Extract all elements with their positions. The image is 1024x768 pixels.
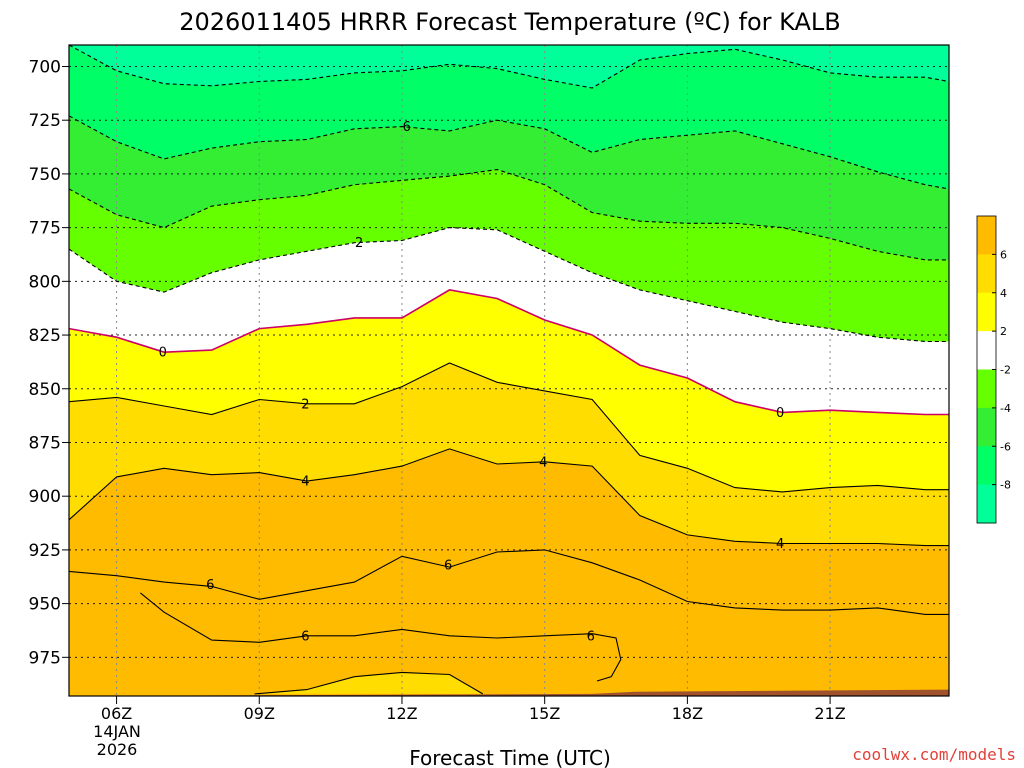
y-tick-label: 800 [29, 272, 61, 292]
contour-line--8 [69, 45, 949, 89]
contour-line-6 [69, 549, 949, 615]
colorbar-label: 4 [1000, 287, 1007, 300]
contour-line--6 [69, 115, 949, 190]
contour-lines [69, 45, 949, 696]
contour-line-4 [69, 448, 949, 547]
colorbar: 6 4 2 -2 -4 -6 -8 [976, 215, 1011, 524]
y-tick-label: 900 [29, 487, 61, 507]
contour-labels: 6 2 0 0 2 4 4 4 6 6 6 6 [159, 120, 785, 644]
colorbar-swatch [977, 446, 996, 486]
colorbar-swatch [977, 216, 996, 255]
x-date-label-year: 2026 [97, 740, 138, 759]
contour-label: 6 [206, 578, 214, 593]
y-tick-label: 725 [29, 111, 61, 131]
contour-label: 0 [776, 406, 784, 421]
contour-label: 0 [159, 346, 167, 361]
contour-label: 6 [301, 629, 309, 644]
y-tick-label: 825 [29, 326, 61, 346]
grid [69, 45, 949, 696]
colorbar-label: 6 [1000, 248, 1007, 261]
colorbar-swatch [977, 331, 996, 370]
y-tick-label: 925 [29, 541, 61, 561]
x-tick-label: 06Z [101, 704, 132, 723]
contour-label: 6 [587, 629, 595, 644]
contour-line-2 [69, 362, 949, 493]
contour-line-6 [140, 592, 622, 682]
x-axis: 06Z 09Z 12Z 15Z 18Z 21Z [101, 696, 846, 723]
contour-label: 4 [776, 537, 784, 552]
colorbar-swatch [977, 484, 996, 524]
chart-title: 2026011405 HRRR Forecast Temperature (ºC… [179, 8, 841, 36]
colorbar-label: 2 [1000, 325, 1007, 338]
colorbar-label: -2 [1000, 364, 1011, 377]
y-tick-label: 775 [29, 219, 61, 239]
contour-label: 4 [539, 455, 547, 470]
x-tick-label: 09Z [244, 704, 275, 723]
warm-band-inner [140, 592, 621, 696]
y-tick-label: 750 [29, 165, 61, 185]
y-axis: 700 725 750 775 800 825 850 875 900 925 950 975 [29, 57, 69, 668]
y-tick-label: 875 [29, 433, 61, 453]
x-date-label-day: 14JAN [93, 722, 141, 741]
colorbar-swatch [977, 254, 996, 294]
credit-text: coolwx.com/models [852, 745, 1016, 764]
contour-label: 6 [403, 120, 411, 135]
contour-label: 2 [355, 236, 363, 251]
colorbar-label: -4 [1000, 402, 1011, 415]
colorbar-swatch [977, 407, 996, 447]
contour-label: 4 [301, 475, 309, 490]
contour-label: 2 [301, 397, 309, 412]
y-tick-label: 975 [29, 648, 61, 668]
y-tick-label: 850 [29, 380, 61, 400]
colorbar-label: -8 [1000, 479, 1011, 492]
contour-label: 6 [444, 558, 452, 573]
colorbar-label: -6 [1000, 440, 1011, 453]
contour-line-8 [254, 671, 484, 695]
x-tick-label: 18Z [672, 704, 703, 723]
colorbar-swatch [977, 369, 996, 409]
x-tick-label: 21Z [814, 704, 845, 723]
contour-line--4 [69, 169, 949, 261]
plot-area [69, 45, 949, 696]
x-axis-title: Forecast Time (UTC) [409, 746, 611, 768]
ground [69, 689, 949, 696]
y-tick-label: 950 [29, 595, 61, 615]
x-tick-label: 15Z [529, 704, 560, 723]
colorbar-swatch [977, 292, 996, 332]
plot-frame [68, 44, 950, 697]
x-tick-label: 12Z [386, 704, 417, 723]
contour-line-0 [69, 289, 949, 416]
y-tick-label: 700 [29, 57, 61, 77]
